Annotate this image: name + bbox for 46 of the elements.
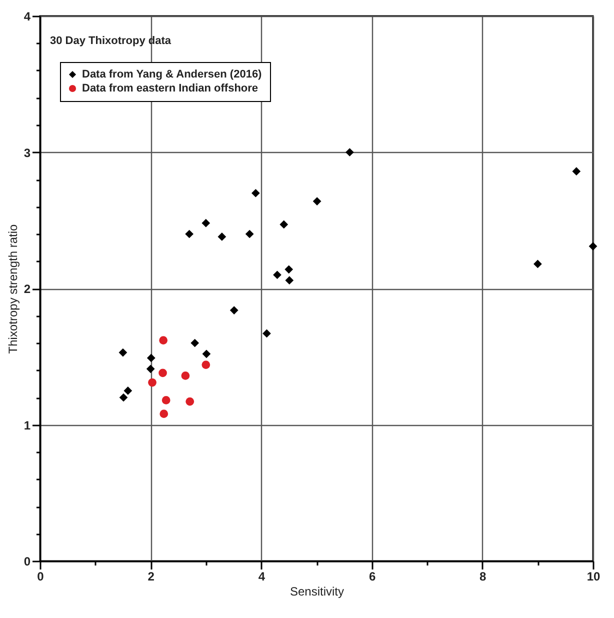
point bbox=[160, 410, 168, 418]
point bbox=[158, 368, 167, 378]
point bbox=[262, 329, 271, 338]
point bbox=[146, 354, 156, 362]
y-tick-label: 1 bbox=[24, 418, 31, 432]
x-tick-label: 10 bbox=[586, 570, 600, 584]
point bbox=[218, 232, 226, 241]
point bbox=[185, 230, 194, 238]
x-axis-title: Sensitivity bbox=[290, 584, 344, 598]
point bbox=[146, 364, 155, 374]
point bbox=[118, 348, 128, 357]
y-axis-title: Thixotropy strength ratio bbox=[6, 224, 20, 354]
x-tick-label: 2 bbox=[148, 570, 155, 584]
point bbox=[186, 397, 194, 406]
y-tick-label: 0 bbox=[24, 554, 31, 568]
point bbox=[162, 396, 170, 404]
point bbox=[190, 338, 200, 348]
point bbox=[280, 220, 288, 229]
y-tick-label: 4 bbox=[24, 10, 31, 24]
point bbox=[273, 270, 282, 280]
x-tick-label: 4 bbox=[258, 570, 266, 584]
point bbox=[230, 306, 238, 314]
point bbox=[202, 218, 210, 228]
legend-label: Data from Yang & Andersen (2016) bbox=[82, 68, 262, 80]
point bbox=[148, 378, 156, 387]
point bbox=[181, 372, 190, 380]
legend-label: Data from eastern Indian offshore bbox=[82, 82, 258, 94]
point bbox=[202, 350, 211, 358]
point bbox=[285, 276, 294, 285]
point bbox=[345, 148, 354, 156]
point bbox=[202, 360, 210, 369]
y-tick-label: 3 bbox=[24, 146, 31, 160]
x-tick-label: 8 bbox=[480, 570, 487, 584]
point bbox=[588, 242, 598, 250]
y-tick-label: 2 bbox=[24, 282, 31, 296]
point bbox=[284, 265, 294, 274]
x-tick-label: 0 bbox=[37, 570, 44, 584]
point bbox=[572, 167, 581, 176]
point bbox=[245, 230, 254, 238]
point bbox=[119, 393, 128, 402]
point bbox=[124, 386, 132, 395]
x-tick-label: 6 bbox=[368, 570, 376, 584]
point bbox=[534, 260, 542, 268]
point bbox=[159, 336, 168, 344]
point bbox=[312, 197, 322, 206]
point bbox=[251, 188, 260, 198]
